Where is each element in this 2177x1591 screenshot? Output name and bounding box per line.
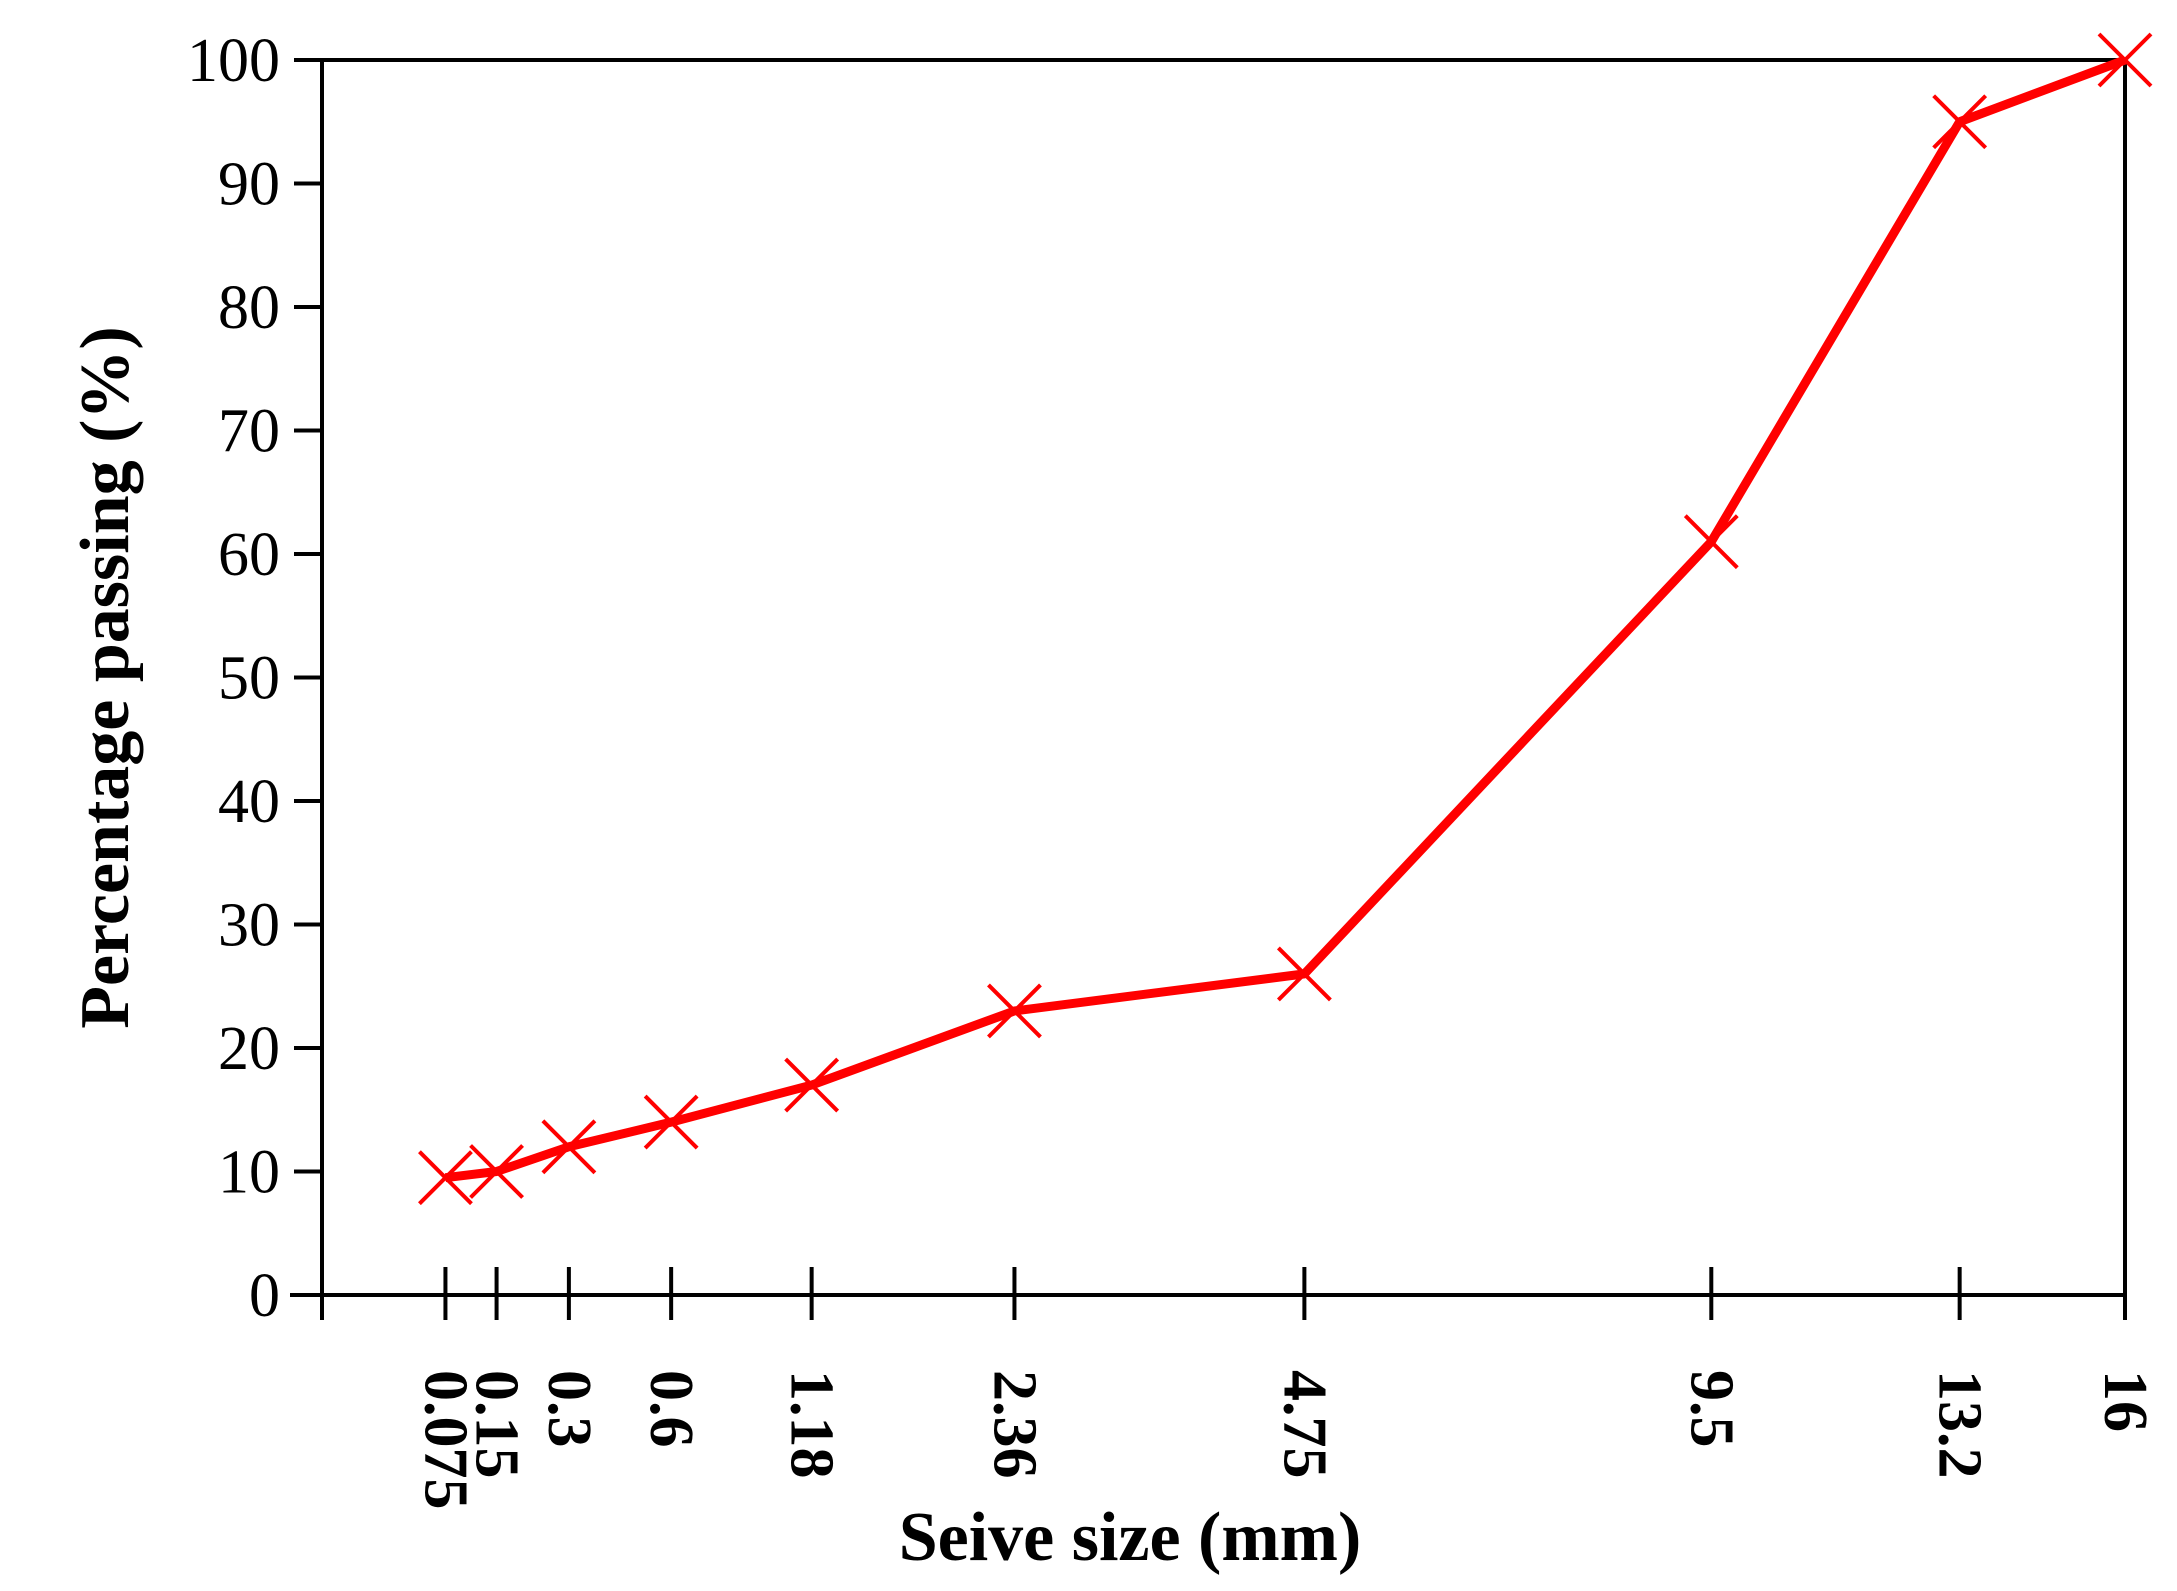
data-point-marker (541, 1119, 597, 1175)
data-point-marker (2097, 32, 2153, 88)
series-line (444, 55, 2127, 1183)
y-tick-label: 20 (218, 1015, 280, 1083)
x-tick-label: 2.36 (980, 1370, 1048, 1479)
y-tick-label: 100 (187, 27, 280, 95)
y-axis-title: Percentage passing (%) (67, 326, 144, 1029)
data-point-marker (987, 983, 1042, 1039)
x-tick-label: 0.15 (463, 1370, 531, 1479)
x-tick-label: 16 (2091, 1370, 2159, 1432)
y-tick-label: 40 (218, 768, 280, 836)
data-point-marker (784, 1057, 840, 1113)
y-tick-label: 30 (218, 892, 280, 960)
x-tick-label: 13.2 (1926, 1370, 1994, 1479)
data-point-marker (1683, 514, 1739, 570)
data-point-marker (469, 1144, 524, 1199)
y-tick-label: 80 (218, 274, 280, 342)
x-axis-title: Seive size (mm) (899, 1499, 1362, 1576)
data-point-marker (1932, 94, 1988, 150)
y-tick-label: 10 (218, 1139, 280, 1207)
data-point-marker (643, 1094, 699, 1150)
x-tick-label: 4.75 (1270, 1370, 1338, 1479)
y-axis: 0 10 20 30 40 50 60 70 80 90 100 (187, 27, 322, 1330)
x-tick-label: 1.18 (778, 1370, 846, 1479)
x-tick-label: 0.3 (535, 1370, 603, 1448)
y-tick-label: 90 (218, 151, 280, 219)
x-tick-label: 0.6 (637, 1370, 705, 1448)
x-tick-label: 0.075 (411, 1370, 479, 1510)
plot-frame (320, 58, 2127, 1297)
y-tick-label: 50 (218, 645, 280, 713)
y-tick-label: 60 (218, 521, 280, 589)
data-point-marker (1276, 946, 1332, 1002)
series-markers (418, 32, 2153, 1206)
x-tick-label: 9.5 (1677, 1370, 1745, 1448)
y-tick-label: 0 (249, 1262, 280, 1330)
y-tick-label: 70 (218, 398, 280, 466)
data-point-marker (418, 1150, 473, 1206)
